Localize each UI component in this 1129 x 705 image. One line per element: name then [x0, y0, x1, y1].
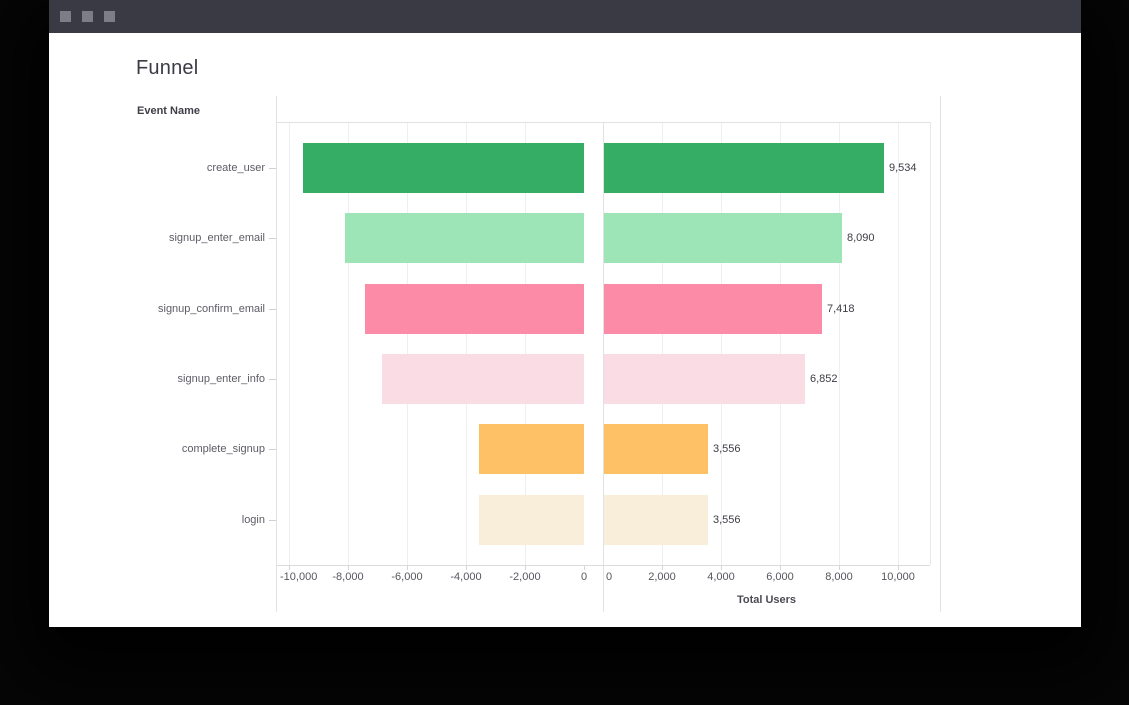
table-left-border — [276, 96, 277, 612]
funnel-bar-right[interactable] — [603, 494, 708, 545]
x-axis-tick — [662, 566, 663, 570]
gridline — [662, 122, 663, 565]
window-button-icon[interactable] — [104, 11, 115, 22]
category-label: signup_confirm_email — [158, 302, 265, 315]
gridline — [721, 122, 722, 565]
funnel-bar-left[interactable] — [303, 143, 584, 193]
x-axis-tick-label: 2,000 — [648, 571, 676, 583]
funnel-bar-left[interactable] — [345, 213, 584, 264]
category-label: login — [241, 513, 265, 526]
window-button-icon[interactable] — [60, 11, 71, 22]
y-axis-tick — [269, 449, 276, 451]
window-button-icon[interactable] — [82, 11, 93, 22]
x-axis-tick-label: -8,000 — [332, 571, 364, 583]
x-axis-tick — [525, 566, 526, 570]
funnel-bar-right[interactable] — [603, 213, 842, 264]
app-window: Funnel Event Name create_user signup_ente… — [49, 0, 1081, 627]
bar-value-label: 6,852 — [810, 372, 838, 385]
mirrored-left-panel — [276, 122, 584, 565]
category-labels-column: create_user signup_enter_email signup_conf… — [49, 122, 276, 565]
y-axis-tick — [269, 168, 276, 169]
gridline — [289, 122, 290, 565]
x-axis-tick — [466, 566, 467, 570]
x-axis-right: Total Users 0 2,000 4,000 6,000 8,000 10,000 — [603, 565, 930, 612]
x-axis-left: -10,000 -8,000 -6,000 -4,000 -2,000 0 — [276, 565, 588, 612]
x-axis-tick-label: -2,000 — [509, 571, 541, 583]
x-axis-tick-label: -4,000 — [450, 571, 482, 583]
plot-right-border — [930, 122, 931, 565]
funnel-bar-left[interactable] — [382, 353, 584, 404]
bar-value-label: 3,556 — [713, 443, 741, 456]
funnel-bar-right[interactable] — [603, 143, 884, 193]
bar-value-label: 8,090 — [847, 232, 875, 245]
x-axis-tick — [289, 566, 290, 570]
x-axis-tick-label: -6,000 — [391, 571, 423, 583]
table-right-border — [940, 96, 941, 612]
funnel-bar-left[interactable] — [479, 494, 584, 545]
x-axis-tick-label: 0 — [606, 571, 613, 583]
gridline — [466, 122, 467, 565]
values-right-panel: 9,534 8,090 7,418 6,852 3,556 3,556 — [603, 122, 930, 565]
window-titlebar — [49, 0, 1081, 33]
y-axis-tick — [269, 378, 276, 380]
funnel-bar-right[interactable] — [603, 353, 805, 404]
gridline — [898, 122, 899, 565]
x-axis-tick-label: 10,000 — [881, 571, 915, 583]
x-axis-tick — [584, 566, 585, 570]
category-label: signup_enter_info — [177, 372, 265, 385]
gridline — [839, 122, 840, 565]
x-axis-tick-label: 0 — [580, 571, 588, 583]
funnel-bar-right[interactable] — [603, 283, 822, 334]
bar-value-label: 3,556 — [713, 513, 741, 526]
x-axis-tick-label: 4,000 — [707, 571, 735, 583]
y-axis-tick — [269, 238, 276, 240]
category-label: create_user — [206, 162, 265, 174]
y-axis-tick — [269, 519, 276, 521]
x-axis-tick-label: -10,000 — [280, 571, 318, 583]
x-axis-tick — [721, 566, 722, 570]
x-axis-tick-label: 6,000 — [766, 571, 794, 583]
gridline — [407, 122, 408, 565]
chart-title: Funnel — [136, 57, 199, 79]
x-axis-tick — [898, 566, 899, 570]
funnel-bar-left[interactable] — [479, 424, 584, 475]
category-label: signup_enter_email — [168, 232, 265, 245]
funnel-bar-right[interactable] — [603, 424, 708, 475]
panel-separator — [603, 122, 604, 612]
category-label: complete_signup — [181, 443, 265, 456]
column-header-event-name: Event Name — [137, 105, 200, 117]
x-axis-title: Total Users — [736, 594, 797, 606]
x-axis-tick — [839, 566, 840, 570]
bar-value-label: 7,418 — [827, 302, 855, 315]
x-axis-tick — [407, 566, 408, 570]
gridline — [780, 122, 781, 565]
gridline — [348, 122, 349, 565]
funnel-chart: create_user signup_enter_email signup_conf… — [158, 96, 941, 612]
funnel-bar-left[interactable] — [365, 283, 584, 334]
x-axis-tick-label: 8,000 — [825, 571, 853, 583]
x-axis-tick — [780, 566, 781, 570]
x-axis-tick — [348, 566, 349, 570]
bar-value-label: 9,534 — [889, 162, 917, 174]
y-axis-tick — [269, 308, 276, 310]
gridline — [525, 122, 526, 565]
